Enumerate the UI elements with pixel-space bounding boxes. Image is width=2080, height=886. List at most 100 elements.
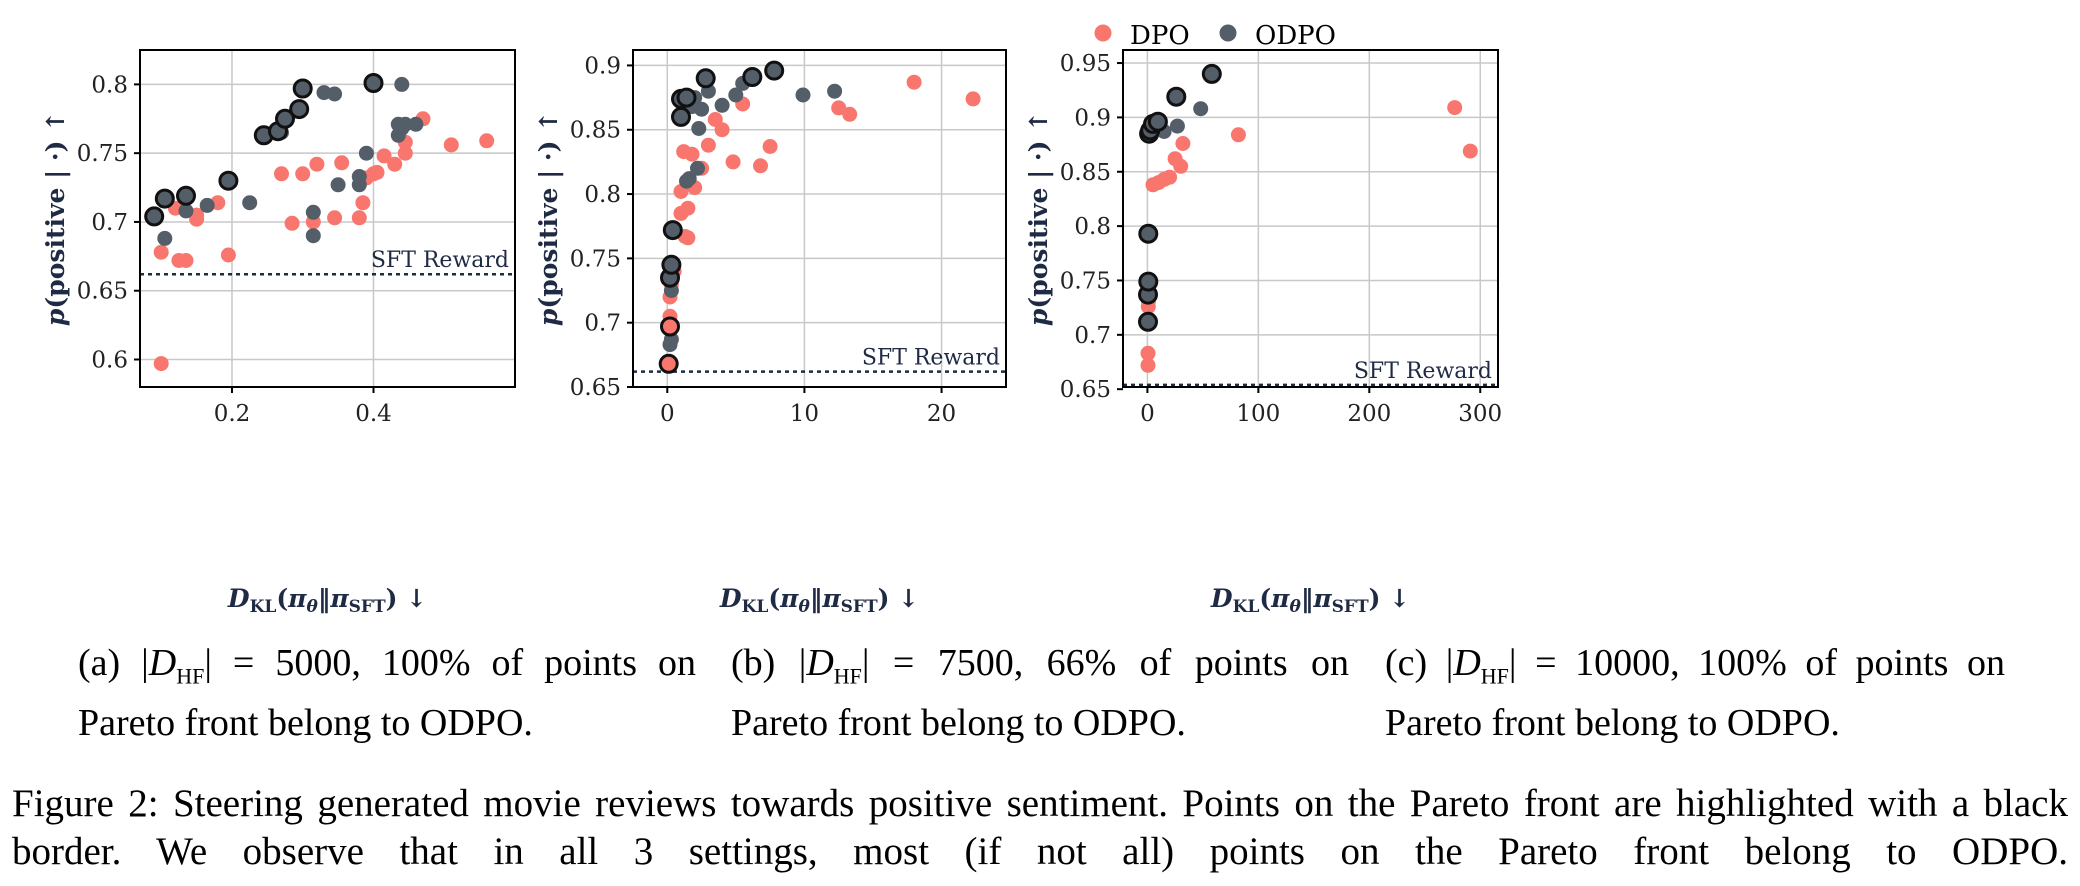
- odpo-point: [1193, 101, 1209, 117]
- y-tick-label: 0.85: [1060, 160, 1111, 186]
- y-axis-label: p(positive | ·) ↑: [534, 111, 563, 326]
- odpo-point: [397, 116, 413, 132]
- odpo-point: [681, 171, 697, 187]
- pareto-point: [671, 106, 691, 127]
- plot-frame: [1122, 49, 1499, 388]
- pareto-point: [695, 68, 716, 89]
- dpo-point: [479, 133, 495, 149]
- y-axis-label: p(positive | ·) ↑: [1024, 111, 1053, 326]
- pareto-point: [275, 108, 295, 129]
- subcaption-b-text: | = 7500, 66% of points on Pareto front …: [731, 642, 1349, 744]
- odpo-point: [305, 228, 321, 244]
- y-tick-label: 0.8: [91, 72, 128, 98]
- pareto-point: [676, 87, 697, 108]
- dpo-point: [220, 247, 236, 263]
- x-tick-label: 100: [1236, 401, 1280, 427]
- pareto-point: [1147, 111, 1168, 132]
- odpo-point: [305, 204, 321, 220]
- dpo-point: [1462, 143, 1478, 159]
- y-tick-label: 0.9: [584, 53, 621, 79]
- subcaption-b-dataset: D: [806, 642, 834, 684]
- subcaption-b-sub: HF: [833, 663, 862, 689]
- dpo-point: [334, 155, 350, 171]
- pareto-point: [292, 78, 313, 99]
- y-tick-label: 0.75: [570, 246, 621, 272]
- dpo-point: [831, 100, 847, 116]
- odpo-point: [714, 97, 730, 113]
- dpo-point: [714, 122, 730, 138]
- odpo-point: [394, 76, 410, 92]
- y-tick-label: 0.7: [584, 311, 621, 337]
- y-tick-label: 0.6: [91, 347, 128, 373]
- x-axis-label: DKL(πθ‖πSFT) ↓: [719, 584, 919, 617]
- dpo-point: [1175, 136, 1191, 151]
- odpo-point: [691, 121, 707, 136]
- plot-frame: [632, 49, 1007, 388]
- odpo-point: [827, 83, 843, 99]
- subcaption-a-sub: HF: [176, 663, 205, 689]
- dpo-point: [284, 215, 300, 231]
- x-tick-label: 0.4: [355, 401, 392, 427]
- pareto-point: [658, 353, 679, 374]
- x-axis-label: DKL(πθ‖πSFT) ↓: [1210, 584, 1410, 617]
- sft-reward-label: SFT Reward: [371, 248, 509, 273]
- legend-marker-odpo: [1219, 24, 1237, 42]
- dpo-point: [680, 230, 696, 246]
- sft-reward-label: SFT Reward: [862, 346, 1000, 371]
- dpo-point: [842, 106, 858, 122]
- pareto-point: [660, 316, 680, 337]
- subplot-a: SFT Reward 0.2 0.4 0.6 0.65 0.7 0.75 0.8 DKL(πθ‖…: [41, 49, 516, 617]
- subcaption-b-prefix: (b) |: [731, 642, 807, 684]
- pareto-point: [764, 60, 785, 81]
- dpo-point: [1230, 127, 1246, 143]
- y-tick-label: 0.7: [1074, 323, 1111, 349]
- dpo-point: [443, 137, 459, 153]
- plot-frame: [139, 49, 516, 388]
- dpo-point: [387, 156, 403, 172]
- odpo-point: [327, 86, 343, 102]
- subplot-b: SFT Reward 0 10 20 0.65 0.7 0.75 0.8 0.85 0.9 DKL(…: [534, 49, 1007, 617]
- odpo-point: [728, 87, 744, 103]
- y-tick-label: 0.9: [1074, 105, 1111, 131]
- pareto-point: [1138, 311, 1158, 332]
- x-tick-label: 0: [660, 401, 675, 427]
- pareto-point: [218, 170, 239, 191]
- y-tick-label: 0.85: [570, 118, 621, 144]
- legend-label-odpo: ODPO: [1255, 21, 1336, 51]
- dpo-point: [1173, 158, 1189, 174]
- subcaption-c: (c) |DHF| = 10000, 100% of points on Par…: [1385, 640, 2005, 747]
- odpo-point: [178, 203, 194, 219]
- pareto-point: [1201, 63, 1222, 84]
- dpo-point: [351, 210, 367, 226]
- y-tick-label: 0.7: [91, 210, 128, 236]
- subcaption-a-text: | = 5000, 100% of points on Pareto front…: [78, 642, 696, 744]
- subcaption-c-prefix: (c) |: [1385, 642, 1454, 684]
- subcaption-a: (a) |DHF| = 5000, 100% of points on Pare…: [78, 640, 696, 747]
- pareto-point: [1138, 271, 1159, 292]
- x-axis-label: DKL(πθ‖πSFT) ↓: [227, 584, 427, 617]
- figure-plots: DPO ODPO SFT Reward 0.2 0.4 0.6 0.65 0.7 0.75 0…: [41, 21, 1502, 617]
- pareto-point: [176, 185, 196, 206]
- subcaption-b: (b) |DHF| = 7500, 66% of points on Paret…: [731, 640, 1349, 747]
- dpo-point: [965, 91, 981, 107]
- dpo-point: [700, 137, 716, 153]
- y-tick-label: 0.65: [570, 375, 621, 401]
- subcaption-a-prefix: (a) |: [78, 642, 149, 684]
- pareto-point: [1138, 223, 1159, 244]
- pareto-point: [742, 67, 763, 87]
- odpo-point: [1169, 118, 1185, 134]
- dpo-point: [309, 156, 325, 172]
- dpo-point: [178, 253, 194, 268]
- pareto-point: [154, 188, 175, 209]
- x-tick-label: 20: [927, 401, 956, 427]
- dpo-point: [355, 195, 371, 211]
- pareto-point: [661, 254, 682, 275]
- dpo-point: [376, 148, 392, 164]
- odpo-point: [358, 145, 374, 161]
- dpo-point: [684, 146, 700, 162]
- x-tick-label: 300: [1458, 401, 1502, 427]
- odpo-point: [157, 230, 173, 246]
- subcaption-c-dataset: D: [1453, 642, 1481, 684]
- pareto-point: [1166, 86, 1187, 107]
